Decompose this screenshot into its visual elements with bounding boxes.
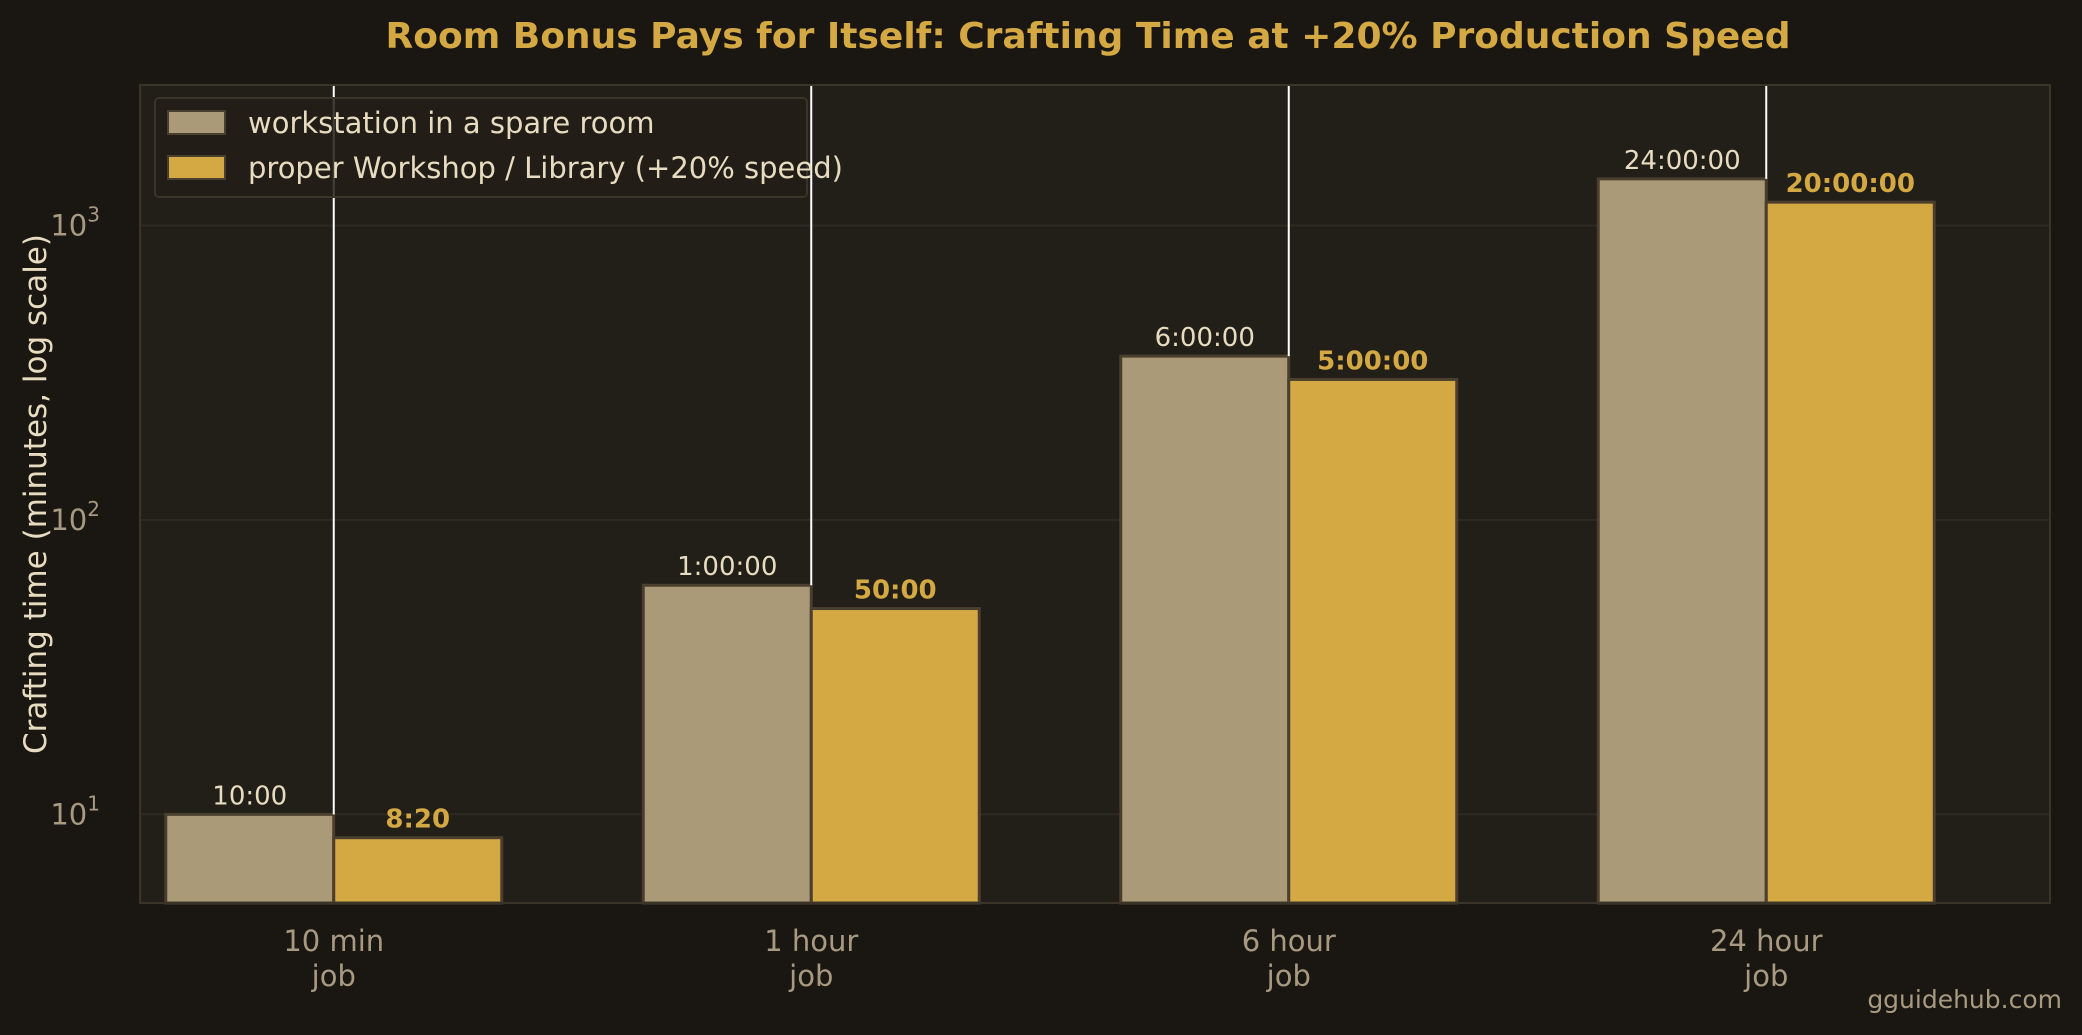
data-label-series-1-3: 6:00:00 [1155, 323, 1255, 353]
x-tick-label-1: 10 min job [283, 924, 384, 993]
x-tick-label-2: 1 hour job [764, 924, 858, 993]
data-label-series-2-4: 20:00:00 [1786, 169, 1915, 199]
y-tick-label-1000: 103 [50, 202, 100, 242]
bar-series-2-2 [809, 607, 981, 905]
bar-series-1-2 [641, 583, 813, 905]
data-label-series-1-1: 10:00 [212, 781, 287, 811]
bar-series-1-3 [1119, 354, 1291, 905]
data-label-series-2-2: 50:00 [854, 576, 937, 606]
bar-series-2-4 [1764, 200, 1936, 905]
y-axis-label: Crafting time (minutes, log scale) [18, 234, 54, 754]
x-axis-ticks: 10 min job 1 hour job 6 hour job 24 hour job [283, 924, 1822, 993]
data-label-series-2-1: 8:20 [385, 805, 450, 835]
legend-box [154, 97, 808, 198]
data-labels: 10:00 1:00:00 6:00:00 24:00:00 8:20 50:00 5:00… [212, 146, 1915, 835]
legend-swatch-workshop [167, 155, 226, 180]
x-tick-label-4: 24 hour job [1710, 924, 1823, 993]
legend-swatch-spare-room [167, 110, 226, 135]
legend-label-workshop: proper Workshop / Library (+20% speed) [248, 151, 843, 185]
plot-frame [139, 84, 2051, 904]
legend-label-spare-room: workstation in a spare room [248, 106, 655, 140]
bars [164, 177, 1936, 905]
bar-series-2-1 [332, 836, 504, 905]
group-separators [332, 85, 1768, 815]
data-label-series-2-3: 5:00:00 [1317, 346, 1428, 376]
y-tick-label-100: 102 [50, 497, 100, 537]
bar-series-1-4 [1596, 177, 1768, 905]
data-label-series-1-2: 1:00:00 [677, 552, 777, 582]
data-label-series-1-4: 24:00:00 [1624, 146, 1741, 176]
bar-series-1-1 [164, 812, 336, 905]
watermark: gguidehub.com [1867, 985, 2062, 1014]
x-tick-label-3: 6 hour job [1242, 924, 1336, 993]
y-axis-ticks: 101 102 103 [50, 202, 100, 831]
bar-series-2-3 [1287, 377, 1459, 905]
y-tick-label-10: 101 [50, 791, 100, 831]
legend: workstation in a spare room proper Works… [154, 97, 843, 198]
chart-title: Room Bonus Pays for Itself: Crafting Tim… [386, 16, 1791, 57]
